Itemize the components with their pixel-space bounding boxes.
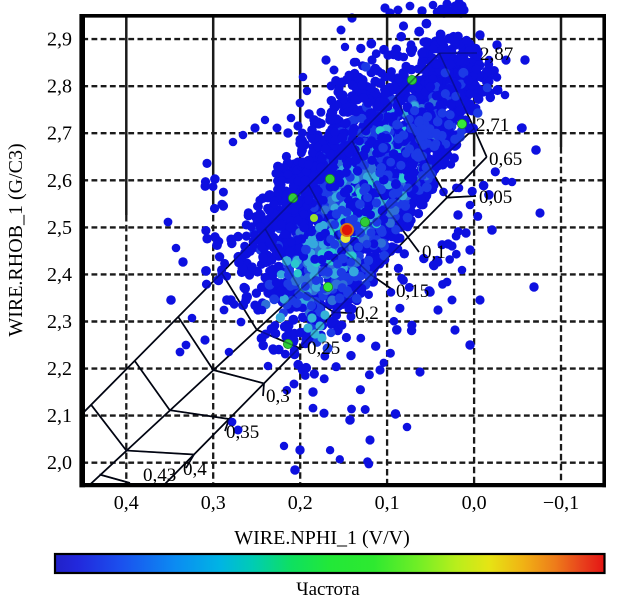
svg-text:0,43: 0,43 xyxy=(143,465,176,486)
svg-text:0,4: 0,4 xyxy=(183,459,207,480)
svg-text:0,15: 0,15 xyxy=(396,281,429,302)
svg-text:2,6: 2,6 xyxy=(47,170,72,192)
svg-text:0,65: 0,65 xyxy=(489,149,522,170)
svg-text:2,7: 2,7 xyxy=(47,123,72,145)
svg-text:2,2: 2,2 xyxy=(47,358,72,380)
svg-text:0,05: 0,05 xyxy=(479,187,512,208)
svg-text:−0,1: −0,1 xyxy=(543,492,579,514)
svg-text:0,3: 0,3 xyxy=(201,492,226,514)
svg-text:0,1: 0,1 xyxy=(422,242,446,263)
svg-text:0,2: 0,2 xyxy=(355,303,379,324)
svg-text:0,2: 0,2 xyxy=(288,492,313,514)
svg-text:0,25: 0,25 xyxy=(307,338,340,359)
svg-text:2,1: 2,1 xyxy=(47,405,72,427)
svg-text:2,4: 2,4 xyxy=(47,264,72,286)
svg-text:WIRE.RHOB_1 (G/C3): WIRE.RHOB_1 (G/C3) xyxy=(5,143,27,336)
svg-text:WIRE.NPHI_1 (V/V): WIRE.NPHI_1 (V/V) xyxy=(234,527,410,549)
svg-text:0,3: 0,3 xyxy=(266,386,290,407)
svg-text:2,71: 2,71 xyxy=(476,115,509,136)
svg-text:2,8: 2,8 xyxy=(47,76,72,98)
svg-text:2,9: 2,9 xyxy=(47,29,72,51)
svg-text:2,0: 2,0 xyxy=(47,452,72,474)
svg-text:0,0: 0,0 xyxy=(462,492,487,514)
svg-text:0,4: 0,4 xyxy=(114,492,139,514)
svg-text:0,35: 0,35 xyxy=(226,422,259,443)
svg-text:Частота: Частота xyxy=(296,579,360,600)
svg-text:2,87: 2,87 xyxy=(480,44,513,65)
svg-text:2,5: 2,5 xyxy=(47,217,72,239)
svg-text:2,3: 2,3 xyxy=(47,311,72,333)
svg-text:0,1: 0,1 xyxy=(375,492,400,514)
